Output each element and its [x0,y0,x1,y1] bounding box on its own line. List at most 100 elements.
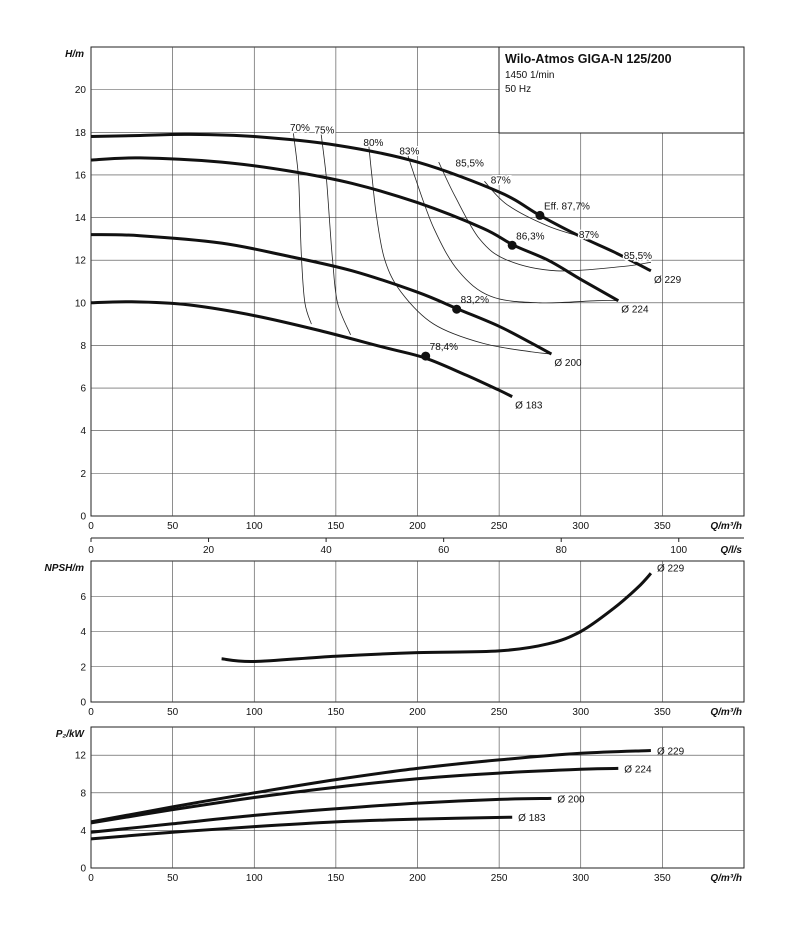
power-series-label: Ø 183 [518,813,546,824]
x-tick-label: 100 [246,707,263,718]
x-tick-label: 200 [409,873,426,884]
flow-ls-tick-label: 60 [438,545,450,556]
power-series-label: Ø 224 [624,764,652,775]
bep-label: 78,4% [430,342,458,353]
y-tick-label: 0 [80,864,86,875]
efficiency-label: 80% [363,138,383,149]
flow-ls-axis-label: Q/l/s [720,545,742,556]
efficiency-label: 87% [491,175,511,186]
head-series-label: Ø 200 [554,358,582,369]
x-tick-label: 350 [654,873,671,884]
x-tick-label: 200 [409,707,426,718]
bep-label: 83,2% [461,295,489,306]
npsh-series-label: Ø 229 [657,563,685,574]
head-curve [90,233,553,356]
y-tick-label: 0 [80,512,86,523]
power-curve [90,796,552,834]
y-tick-label: 2 [80,662,86,673]
power-series-label: Ø 200 [557,794,585,805]
y-axis-label: P₂/kW [56,729,86,740]
x-tick-label: 0 [88,873,94,884]
y-tick-label: 8 [80,788,86,799]
efficiency-curve [484,181,590,240]
x-tick-label: 50 [167,707,179,718]
y-tick-label: 14 [75,213,87,224]
y-tick-label: 4 [80,826,86,837]
y-tick-label: 4 [80,426,86,437]
x-tick-label: 200 [409,521,426,532]
y-tick-label: 6 [80,384,86,395]
power-curve [90,749,651,824]
efficiency-curve [405,149,619,304]
efficiency-label: 70% [290,123,310,134]
head-curve [90,300,513,398]
text-layer: 0 50 100 150 200 250 300 35002468101214161820H/… [45,49,743,884]
bep-point [535,210,545,220]
x-tick-label: 150 [328,873,345,884]
y-tick-label: 12 [75,751,87,762]
power-curve [90,766,619,825]
chart-title: Wilo-Atmos GIGA-N 125/200 [505,52,672,66]
x-tick-label: 0 [88,707,94,718]
x-tick-label: 50 [167,521,179,532]
x-tick-label: 250 [491,521,508,532]
bep-point [452,304,462,314]
x-tick-label: 150 [328,521,345,532]
x-tick-label: 300 [572,873,589,884]
flow-ls-tick-label: 0 [88,545,94,556]
title-box: Wilo-Atmos GIGA-N 125/200 1450 1/min 50 … [498,46,745,134]
y-tick-label: 8 [80,341,86,352]
efficiency-curve [368,142,552,355]
x-tick-label: 100 [246,873,263,884]
curves-layer [90,132,653,841]
efficiency-label: 85,5% [624,251,652,262]
flow-ls-tick-label: 20 [203,545,215,556]
y-tick-label: 6 [80,592,86,603]
efficiency-label: 85,5% [456,158,484,169]
speed-label: 1450 1/min [505,70,554,81]
y-tick-label: 0 [80,698,86,709]
x-tick-label: 0 [88,521,94,532]
npsh-curve [221,572,653,664]
efficiency-label: 87% [579,230,599,241]
x-tick-label: 250 [491,873,508,884]
efficiency-curve [293,133,312,325]
grid-layer [90,46,745,869]
flow-ls-tick-label: 80 [556,545,568,556]
y-tick-label: 12 [75,256,87,267]
x-tick-label: 350 [654,521,671,532]
x-tick-label: 300 [572,707,589,718]
efficiency-curve [438,161,651,272]
y-axis-label: NPSH/m [45,563,85,574]
y-axis-label: H/m [65,49,84,60]
x-tick-label: 350 [654,707,671,718]
bep-label: 86,3% [516,231,544,242]
flow-ls-tick-label: 40 [321,545,333,556]
x-axis-label: Q/m³/h [710,873,742,884]
y-tick-label: 20 [75,85,87,96]
x-tick-label: 250 [491,707,508,718]
y-tick-label: 4 [80,627,86,638]
x-tick-label: 100 [246,521,263,532]
x-tick-label: 150 [328,707,345,718]
head-series-label: Ø 229 [654,275,682,286]
head-series-label: Ø 183 [515,401,543,412]
head-curve [90,156,620,303]
efficiency-label: 75% [314,125,334,136]
bep-label: Eff. 87,7% [544,201,590,212]
power-curve [90,815,513,841]
frequency-label: 50 Hz [505,84,531,95]
flow-ls-tick-label: 100 [670,545,687,556]
y-tick-label: 16 [75,170,87,181]
efficiency-curve [320,134,351,335]
y-tick-label: 10 [75,298,87,309]
x-tick-label: 50 [167,873,179,884]
bep-point [421,351,431,361]
y-tick-label: 2 [80,469,86,480]
x-tick-label: 300 [572,521,589,532]
bep-point [507,240,517,250]
head-curve [90,132,652,273]
efficiency-label: 83% [399,147,419,158]
x-axis-label: Q/m³/h [710,707,742,718]
